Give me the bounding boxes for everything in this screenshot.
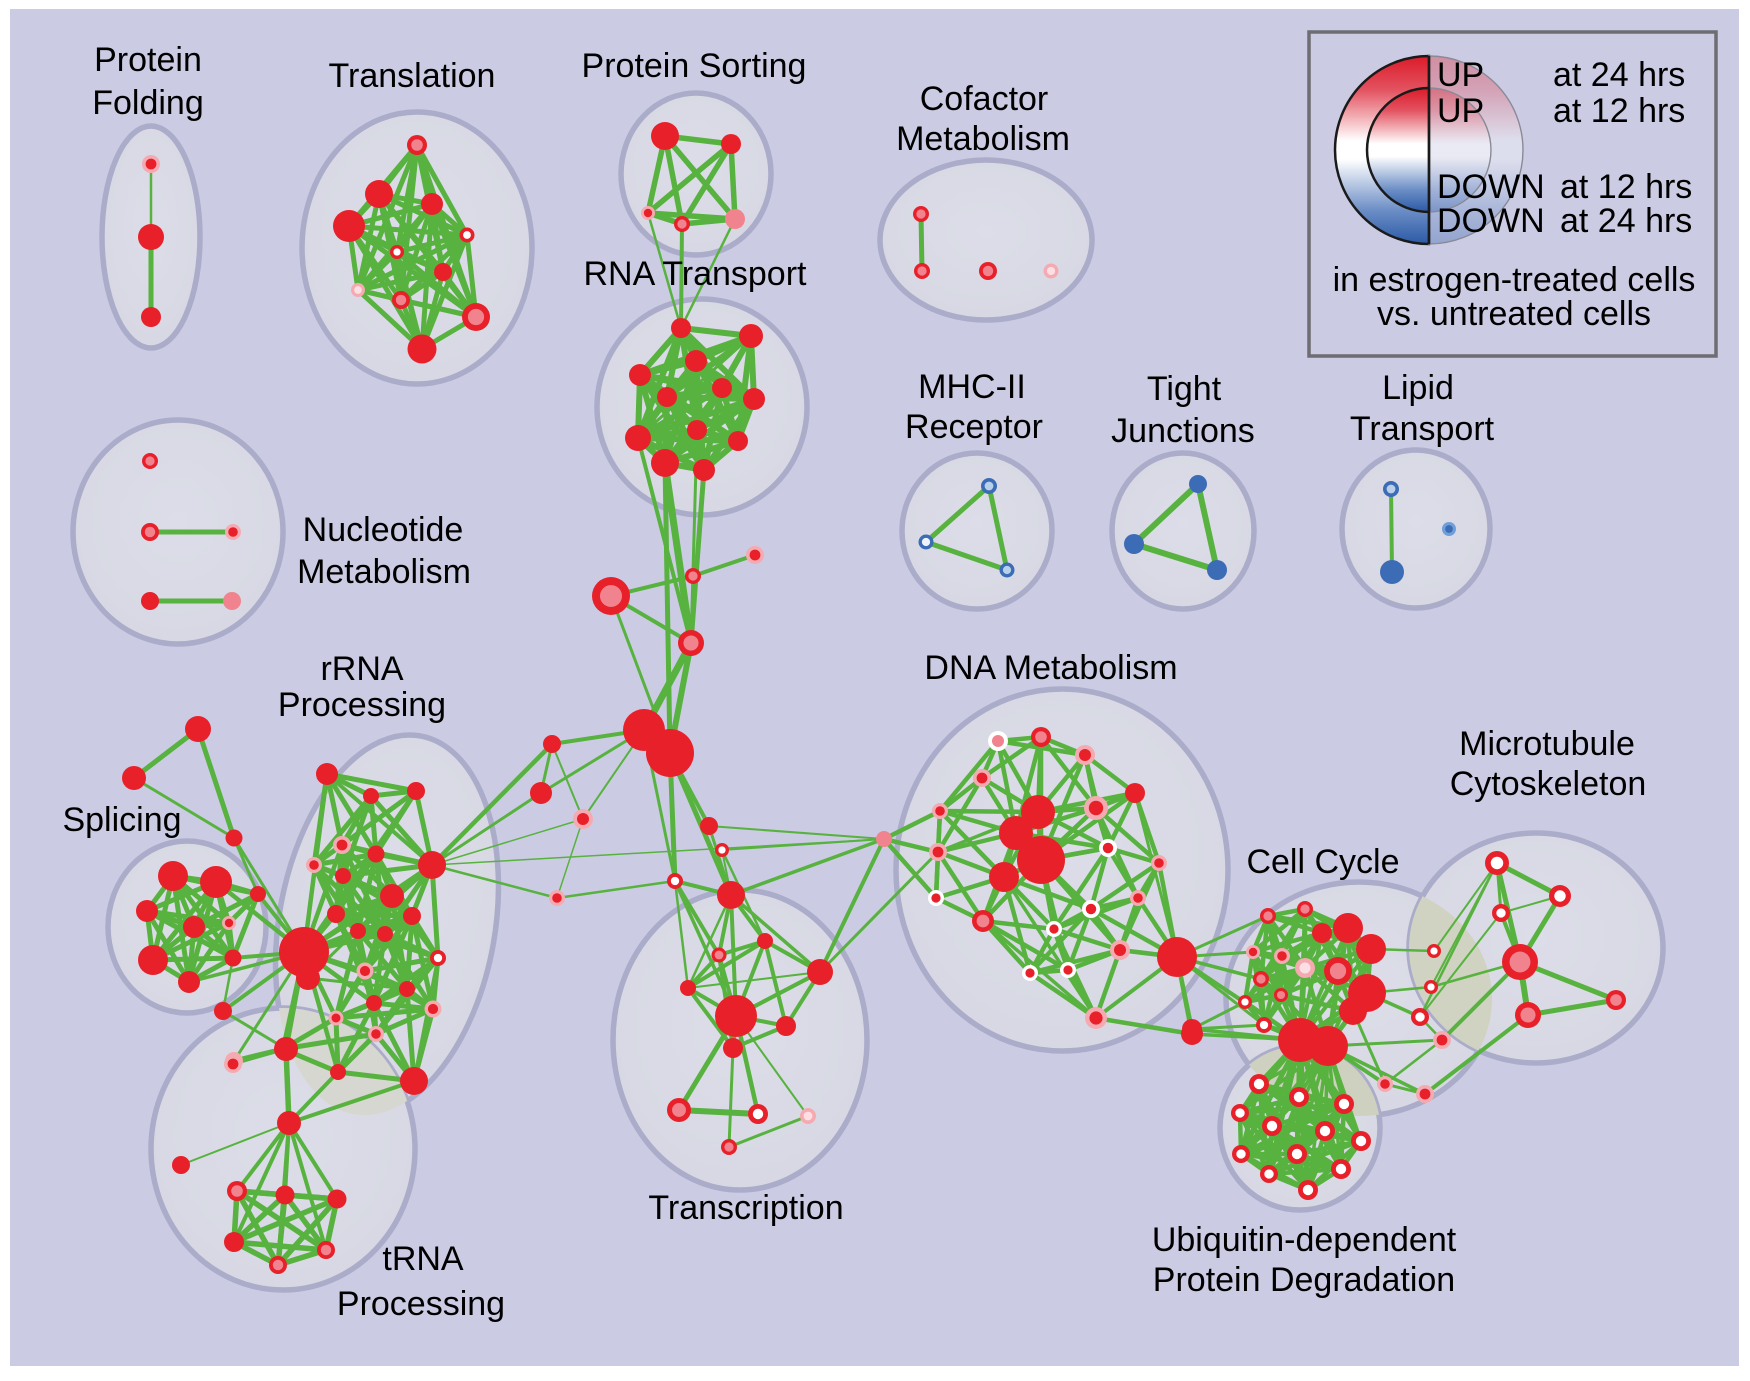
svg-text:UP: UP [1437,56,1484,94]
svg-text:Splicing: Splicing [62,801,181,839]
svg-text:Protein Sorting: Protein Sorting [582,47,807,85]
svg-text:Receptor: Receptor [905,408,1043,446]
svg-text:Protein Degradation: Protein Degradation [1153,1261,1455,1299]
svg-text:in estrogen-treated cells: in estrogen-treated cells [1333,261,1696,299]
svg-text:Cytoskeleton: Cytoskeleton [1450,765,1647,803]
svg-text:RNA Transport: RNA Transport [584,255,808,293]
svg-text:at 24 hrs: at 24 hrs [1560,202,1692,240]
svg-text:Tight: Tight [1147,370,1222,408]
svg-text:Protein: Protein [94,41,202,79]
svg-text:UP: UP [1437,92,1484,130]
svg-text:vs. untreated cells: vs. untreated cells [1377,295,1651,333]
svg-text:at 24 hrs: at 24 hrs [1553,56,1685,94]
svg-text:Translation: Translation [329,57,496,95]
svg-text:Transport: Transport [1350,410,1495,448]
svg-text:Ubiquitin-dependent: Ubiquitin-dependent [1152,1221,1457,1259]
svg-text:DOWN: DOWN [1437,202,1545,240]
svg-text:Transcription: Transcription [648,1189,843,1227]
svg-text:Processing: Processing [337,1285,505,1323]
svg-text:Cofactor: Cofactor [920,80,1049,118]
svg-text:DNA Metabolism: DNA Metabolism [924,649,1177,687]
svg-text:DOWN: DOWN [1437,168,1545,206]
svg-text:Metabolism: Metabolism [297,553,471,591]
svg-text:Lipid: Lipid [1382,369,1454,407]
svg-text:at 12 hrs: at 12 hrs [1553,92,1685,130]
svg-text:rRNA: rRNA [320,650,403,688]
svg-text:at 12 hrs: at 12 hrs [1560,168,1692,206]
svg-text:Junctions: Junctions [1111,412,1255,450]
svg-text:Microtubule: Microtubule [1459,725,1635,763]
svg-text:Nucleotide: Nucleotide [303,511,464,549]
svg-text:Processing: Processing [278,686,446,724]
svg-text:Cell Cycle: Cell Cycle [1246,843,1399,881]
svg-text:Folding: Folding [92,84,204,122]
svg-text:Metabolism: Metabolism [896,120,1070,158]
svg-text:tRNA: tRNA [382,1240,464,1278]
svg-text:MHC-II: MHC-II [918,368,1026,406]
